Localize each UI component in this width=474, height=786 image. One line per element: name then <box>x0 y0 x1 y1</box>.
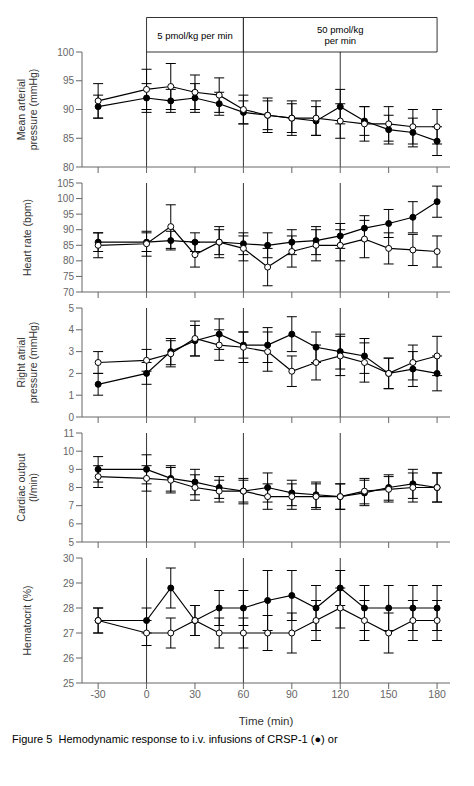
svg-text:0: 0 <box>144 688 150 700</box>
svg-text:25: 25 <box>63 678 75 689</box>
svg-text:0: 0 <box>68 412 74 423</box>
svg-text:Mean arterialpressure (mmHg): Mean arterialpressure (mmHg) <box>15 69 39 151</box>
svg-text:26: 26 <box>63 653 75 664</box>
svg-text:80: 80 <box>63 255 75 266</box>
svg-text:4: 4 <box>68 324 74 335</box>
svg-text:28: 28 <box>63 603 75 614</box>
svg-text:50 pmol/kgper min: 50 pmol/kgper min <box>317 24 363 46</box>
svg-text:85: 85 <box>63 133 75 144</box>
svg-text:6: 6 <box>68 518 74 529</box>
svg-text:70: 70 <box>63 287 75 298</box>
svg-text:Heart rate (bpm): Heart rate (bpm) <box>21 199 33 276</box>
svg-text:105: 105 <box>57 178 74 189</box>
svg-text:5: 5 <box>68 537 74 548</box>
svg-text:9: 9 <box>68 464 74 475</box>
svg-text:180: 180 <box>428 688 446 700</box>
svg-text:5: 5 <box>68 303 74 314</box>
svg-text:90: 90 <box>63 224 75 235</box>
svg-text:95: 95 <box>63 75 75 86</box>
svg-text:100: 100 <box>57 47 74 58</box>
svg-text:30: 30 <box>63 553 75 564</box>
svg-text:11: 11 <box>64 428 75 439</box>
svg-text:85: 85 <box>63 240 75 251</box>
svg-text:Right atrialpressure (mmHg): Right atrialpressure (mmHg) <box>15 322 39 404</box>
svg-text:100: 100 <box>57 193 74 204</box>
svg-text:Cardiac output(l/min): Cardiac output(l/min) <box>15 453 39 521</box>
svg-text:1: 1 <box>68 390 74 401</box>
svg-text:3: 3 <box>68 346 74 357</box>
svg-text:5 pmol/kg per min: 5 pmol/kg per min <box>157 29 233 40</box>
svg-text:Hematocrit (%): Hematocrit (%) <box>21 585 33 655</box>
svg-text:29: 29 <box>63 578 75 589</box>
svg-text:95: 95 <box>63 209 75 220</box>
svg-text:8: 8 <box>68 482 74 493</box>
svg-text:75: 75 <box>63 271 75 282</box>
svg-text:120: 120 <box>331 688 349 700</box>
svg-text:10: 10 <box>63 446 75 457</box>
svg-text:Time (min): Time (min) <box>239 715 294 727</box>
svg-text:7: 7 <box>68 500 74 511</box>
svg-text:-30: -30 <box>91 688 106 700</box>
svg-text:90: 90 <box>286 688 298 700</box>
svg-text:60: 60 <box>238 688 250 700</box>
svg-text:150: 150 <box>380 688 398 700</box>
svg-text:80: 80 <box>63 162 75 173</box>
svg-text:30: 30 <box>189 688 201 700</box>
svg-text:27: 27 <box>63 628 75 639</box>
svg-text:90: 90 <box>63 104 75 115</box>
svg-text:2: 2 <box>68 368 74 379</box>
html-text:Figure 5 Hemodynamic response: Figure 5 Hemodynamic response to i.v. in… <box>12 733 338 745</box>
